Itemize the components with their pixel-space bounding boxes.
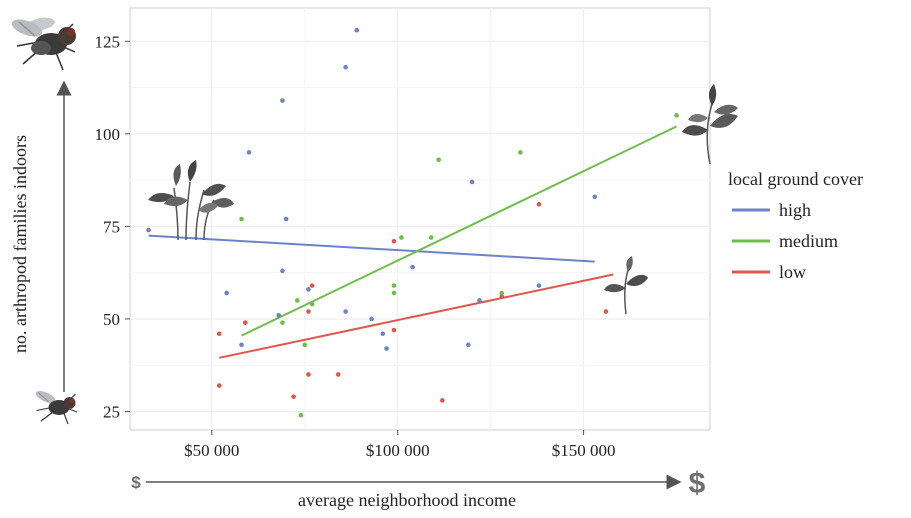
data-point-high <box>283 216 289 222</box>
data-point-high <box>592 194 598 200</box>
legend-label-high: high <box>779 200 811 220</box>
data-point-low <box>391 327 397 333</box>
trend-line-medium <box>241 125 677 337</box>
tall-plant-icon <box>682 84 738 165</box>
data-point-medium <box>295 298 300 303</box>
y-tick-label: 100 <box>95 125 121 144</box>
data-point-high <box>354 27 360 33</box>
legend-title: local ground cover <box>728 169 863 189</box>
data-point-medium <box>302 342 308 348</box>
data-point-low <box>391 238 397 244</box>
x-axis-title: average neighborhood income <box>298 490 516 510</box>
grid <box>130 8 710 430</box>
data-point-low <box>309 283 315 288</box>
data-point-high <box>477 298 482 303</box>
small-plant-icon <box>604 256 648 315</box>
data-point-low <box>440 398 445 403</box>
legend-items: high medium low <box>732 200 838 282</box>
data-point-medium <box>428 235 434 240</box>
data-point-low <box>335 372 341 377</box>
data-point-high <box>343 309 348 314</box>
data-point-high <box>380 331 386 337</box>
x-arrow-low-label: $ <box>131 473 141 492</box>
data-point-high <box>224 290 229 296</box>
data-point-low <box>306 372 311 377</box>
data-point-high <box>280 268 285 274</box>
y-tick-label: 25 <box>103 402 120 421</box>
data-point-medium <box>280 320 285 325</box>
data-point-high <box>276 312 282 318</box>
data-point-high <box>410 264 415 270</box>
data-point-medium <box>309 301 315 307</box>
data-point-low <box>291 394 296 399</box>
trend-line-low <box>219 273 614 359</box>
y-axis-title: no. arthropod families indoors <box>10 135 30 353</box>
data-point-medium <box>391 290 397 296</box>
data-point-medium <box>499 290 505 296</box>
data-point-high <box>384 346 389 351</box>
x-arrow-high-label: $ <box>689 467 706 500</box>
data-point-high <box>239 342 244 348</box>
y-tick-label: 75 <box>103 217 120 236</box>
dense-plant-icon <box>148 160 234 241</box>
legend-label-low: low <box>779 262 806 282</box>
y-axis: 25 50 75 100 125 <box>95 32 130 421</box>
data-point-high <box>306 287 311 292</box>
x-tick-label: $100 000 <box>366 441 430 460</box>
large-fly-icon <box>11 17 76 71</box>
data-point-high <box>536 283 542 288</box>
data-point-high <box>466 342 471 348</box>
data-point-low <box>536 201 542 207</box>
fit-lines <box>148 125 677 359</box>
data-point-low <box>306 309 311 314</box>
legend: local ground cover high medium low <box>728 169 863 282</box>
trend-line-high <box>148 234 595 263</box>
data-point-high <box>280 98 285 103</box>
data-point-high <box>146 227 151 233</box>
data-point-medium <box>399 235 404 240</box>
data-point-medium <box>239 216 244 222</box>
data-point-medium <box>391 283 397 288</box>
x-tick-label: $150 000 <box>552 441 616 460</box>
data-point-medium <box>436 157 441 163</box>
x-axis: $50 000 $100 000 $150 000 <box>184 430 615 460</box>
data-point-low <box>499 294 505 300</box>
data-point-high <box>246 150 252 155</box>
y-tick-label: 50 <box>103 310 120 329</box>
plot-panel <box>129 7 711 431</box>
small-fly-icon <box>35 390 78 425</box>
data-point-low <box>216 331 222 337</box>
data-point-medium <box>518 150 523 155</box>
data-point-low <box>242 320 248 325</box>
data-point-high <box>469 179 475 185</box>
data-point-medium <box>674 113 679 118</box>
data-point-high <box>369 316 374 322</box>
data-points <box>146 27 679 418</box>
legend-label-medium: medium <box>779 231 838 251</box>
data-point-medium <box>298 412 304 418</box>
data-point-low <box>603 309 609 314</box>
y-tick-label: 125 <box>95 32 121 51</box>
x-tick-label: $50 000 <box>184 441 239 460</box>
data-point-high <box>343 64 348 70</box>
data-point-low <box>216 383 222 388</box>
